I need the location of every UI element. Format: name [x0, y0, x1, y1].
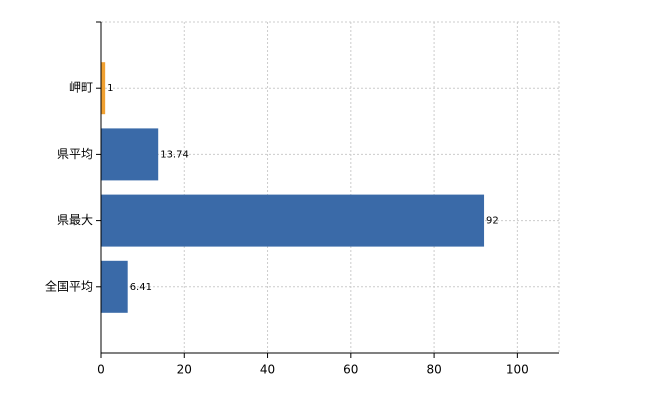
y-tick-label: 県最大	[57, 213, 93, 227]
y-tick-label: 県平均	[57, 147, 93, 161]
x-tick-label: 0	[97, 363, 105, 377]
x-tick-label: 80	[426, 363, 441, 377]
bar	[101, 194, 485, 247]
bar	[101, 128, 159, 181]
x-tick-label: 60	[343, 363, 358, 377]
y-tick-label: 全国平均	[45, 278, 93, 293]
x-tick-label: 20	[177, 363, 192, 377]
value-label: 13.74	[160, 149, 189, 160]
value-label: 92	[486, 216, 499, 227]
x-tick-label: 40	[260, 363, 275, 377]
x-tick-label: 100	[506, 363, 529, 377]
y-tick-label: 岬町	[69, 81, 93, 95]
value-label: 1	[107, 83, 113, 94]
bar	[101, 62, 106, 115]
value-label: 6.41	[130, 282, 152, 293]
bar	[101, 260, 128, 313]
